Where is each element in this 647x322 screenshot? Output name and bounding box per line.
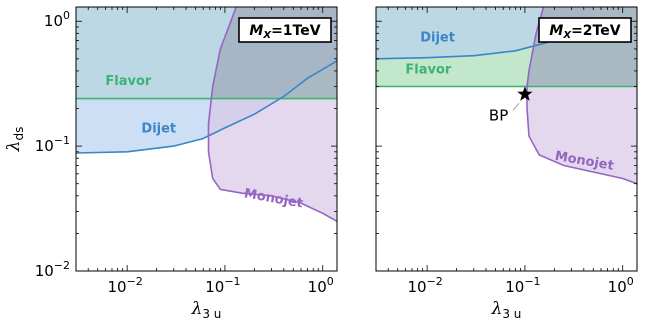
- region-fill-monojet: [208, 7, 337, 222]
- x-axis-title: λ3 u: [191, 299, 222, 321]
- region-boundary-dijet: [76, 60, 337, 154]
- plot-frame-right: [375, 6, 638, 272]
- region-boundary-monojet: [526, 7, 637, 185]
- benchmark-label: BP: [489, 106, 508, 124]
- x-tick-label: 100: [308, 275, 334, 296]
- region-boundary-monojet: [207, 7, 337, 222]
- y-tick-label: 10−2: [35, 259, 70, 280]
- x-tick-label: 10−2: [407, 275, 442, 296]
- y-tick-label: 100: [44, 9, 70, 30]
- y-axis-title: λds: [4, 127, 26, 153]
- ticks-left: [75, 7, 337, 272]
- region-label-flavor: Flavor: [105, 74, 152, 89]
- x-axis-title: λ3 u: [491, 299, 522, 321]
- benchmark-leader-line: [512, 103, 520, 111]
- benchmark-star-marker: [517, 86, 533, 101]
- region-label-dijet: Dijet: [141, 122, 176, 137]
- plot-frame-left: [75, 6, 338, 272]
- region-fill-monojet: [527, 7, 637, 184]
- x-tick-label: 10−1: [505, 275, 540, 296]
- mass-label-box: [538, 17, 632, 43]
- x-tick-label: 100: [608, 275, 634, 296]
- x-tick-label: 10−2: [107, 275, 142, 296]
- region-label-dijet: Dijet: [420, 30, 455, 45]
- x-tick-label: 10−1: [205, 275, 240, 296]
- mass-label-box: [238, 17, 332, 43]
- mass-label: MX=2TeV: [549, 23, 620, 41]
- region-label-flavor: Flavor: [405, 63, 452, 78]
- y-tick-label: 10−1: [35, 134, 70, 155]
- ticks-right: [375, 7, 637, 272]
- mass-label: MX=1TeV: [249, 23, 320, 41]
